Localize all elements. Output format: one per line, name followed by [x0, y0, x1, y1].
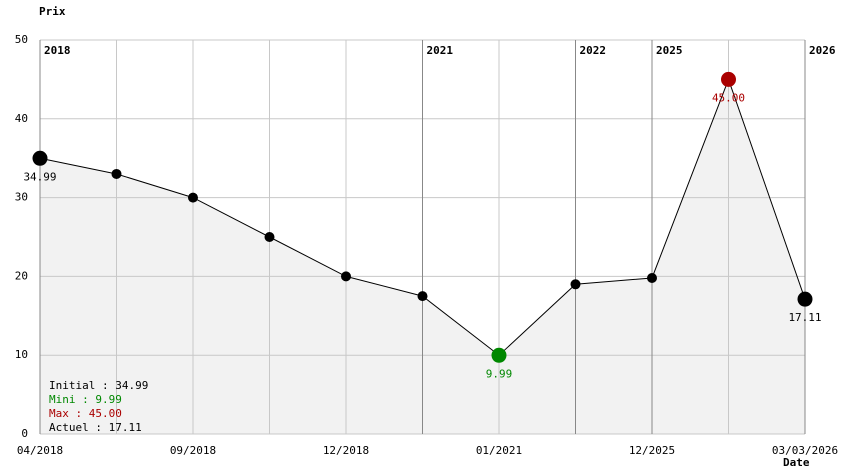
y-tick-label: 30 — [15, 191, 28, 204]
year-label: 2026 — [809, 44, 836, 57]
marker — [570, 279, 581, 290]
value-label: 9.99 — [486, 367, 513, 380]
marker — [264, 232, 275, 242]
y-axis-label: Prix — [39, 5, 66, 18]
x-tick-label: 12/2025 — [629, 444, 675, 457]
x-tick-label: 12/2018 — [323, 444, 369, 457]
value-label: 34.99 — [23, 170, 56, 183]
year-label: 2021 — [427, 44, 454, 57]
marker — [188, 192, 198, 203]
marker — [491, 347, 507, 363]
y-tick-label: 20 — [15, 269, 28, 282]
summary-line: Actuel : 17.11 — [49, 421, 142, 434]
summary-line: Mini : 9.99 — [49, 393, 122, 406]
summary-line: Initial : 34.99 — [49, 379, 148, 392]
summary-line: Max : 45.00 — [49, 407, 122, 420]
value-label: 17.11 — [788, 311, 821, 324]
x-tick-label: 09/2018 — [170, 444, 216, 457]
x-axis-label: Date — [783, 456, 810, 469]
area — [40, 79, 805, 435]
y-tick-label: 50 — [15, 33, 28, 46]
marker — [797, 291, 813, 307]
x-tick-label: 04/2018 — [17, 444, 63, 457]
marker — [341, 271, 351, 282]
year-label: 2022 — [580, 44, 607, 57]
y-tick-label: 40 — [15, 112, 28, 125]
marker — [721, 71, 736, 87]
value-label: 45.00 — [712, 91, 745, 104]
x-tick-label: 01/2021 — [476, 444, 522, 457]
year-label: 2018 — [44, 44, 71, 57]
marker — [111, 168, 122, 179]
y-tick-label: 0 — [21, 427, 28, 440]
y-tick-label: 10 — [15, 348, 28, 361]
x-tick-label: 03/03/2026 — [772, 444, 838, 457]
marker — [417, 291, 428, 302]
year-label: 2025 — [656, 44, 683, 57]
marker — [647, 272, 657, 283]
marker — [32, 150, 48, 166]
